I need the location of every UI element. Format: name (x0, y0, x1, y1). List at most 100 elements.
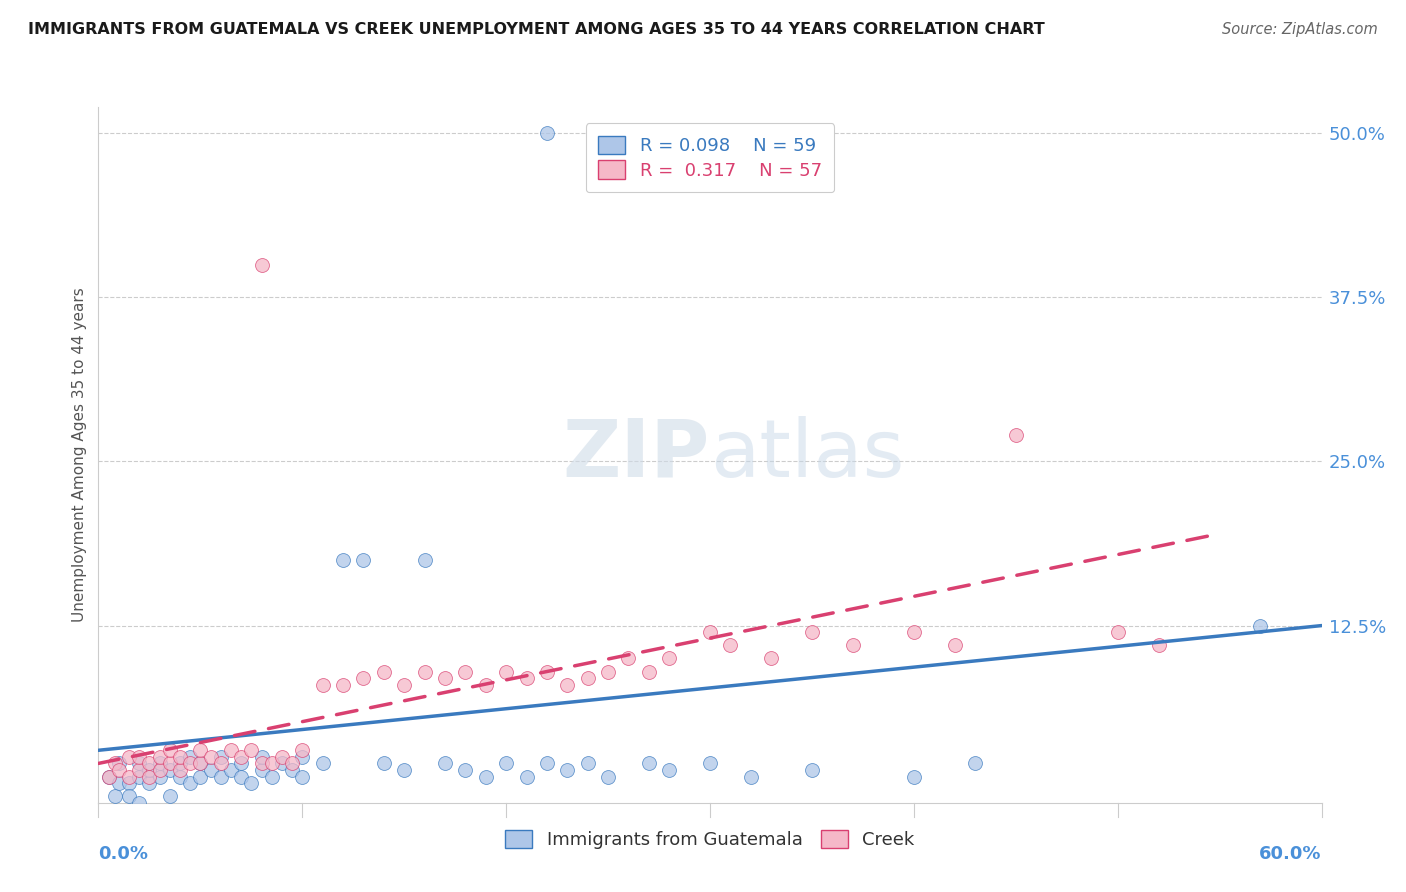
Point (291, 743, 314, 757)
Point (128, 763, 150, 777)
Point (149, 763, 172, 777)
Point (138, 776, 160, 790)
Point (260, 756, 283, 771)
Point (841, 638, 863, 652)
Point (801, 763, 824, 777)
Point (576, 671, 599, 685)
Point (149, 756, 172, 771)
Point (188, 756, 212, 771)
Point (188, 743, 212, 757)
Text: atlas: atlas (710, 416, 904, 494)
Point (903, 770, 925, 784)
Point (169, 749, 191, 764)
Point (138, 756, 160, 771)
Point (598, 770, 620, 784)
Point (118, 770, 141, 784)
Point (128, 796, 150, 810)
Point (557, 678, 579, 692)
Point (474, 678, 498, 692)
Point (536, 126, 558, 140)
Point (250, 763, 273, 777)
Point (209, 749, 232, 764)
Point (159, 763, 181, 777)
Point (658, 763, 681, 777)
Point (495, 665, 517, 679)
Point (138, 770, 160, 784)
Point (128, 756, 150, 771)
Point (240, 776, 263, 790)
Point (536, 756, 558, 771)
Point (250, 258, 273, 272)
Point (943, 638, 966, 652)
Point (97, 770, 120, 784)
Point (219, 763, 242, 777)
Point (104, 756, 127, 771)
Point (1249, 618, 1271, 632)
Point (149, 770, 172, 784)
Point (108, 756, 131, 771)
Point (392, 763, 416, 777)
Point (576, 756, 599, 771)
Point (291, 749, 314, 764)
Point (128, 749, 150, 764)
Point (598, 665, 620, 679)
Point (179, 776, 201, 790)
Point (332, 553, 354, 567)
Point (281, 756, 304, 771)
Point (209, 770, 232, 784)
Point (495, 756, 517, 771)
Point (1147, 638, 1170, 652)
Point (1004, 428, 1026, 442)
Point (352, 671, 374, 685)
Point (740, 770, 762, 784)
Point (557, 763, 579, 777)
Point (638, 665, 661, 679)
Point (250, 749, 273, 764)
Y-axis label: Unemployment Among Ages 35 to 44 years: Unemployment Among Ages 35 to 44 years (72, 287, 87, 623)
Point (108, 776, 131, 790)
Point (159, 756, 181, 771)
Point (138, 763, 160, 777)
Point (169, 756, 191, 771)
Point (188, 756, 212, 771)
Point (373, 756, 395, 771)
Point (474, 770, 498, 784)
Point (149, 749, 172, 764)
Point (231, 749, 253, 764)
Point (373, 665, 395, 679)
Point (413, 665, 436, 679)
Text: IMMIGRANTS FROM GUATEMALA VS CREEK UNEMPLOYMENT AMONG AGES 35 TO 44 YEARS CORREL: IMMIGRANTS FROM GUATEMALA VS CREEK UNEMP… (28, 22, 1045, 37)
Point (200, 749, 222, 764)
Point (617, 651, 640, 665)
Point (118, 789, 141, 804)
Point (638, 756, 661, 771)
Point (332, 678, 354, 692)
Point (97, 770, 120, 784)
Point (219, 743, 242, 757)
Point (454, 665, 477, 679)
Point (761, 651, 783, 665)
Point (392, 678, 416, 692)
Point (270, 749, 294, 764)
Point (699, 756, 721, 771)
Point (159, 743, 181, 757)
Point (1107, 625, 1129, 640)
Point (179, 756, 201, 771)
Point (260, 770, 283, 784)
Point (118, 749, 141, 764)
Point (454, 763, 477, 777)
Point (179, 749, 201, 764)
Point (965, 756, 987, 771)
Point (209, 756, 232, 771)
Point (352, 553, 374, 567)
Point (801, 625, 824, 640)
Point (250, 756, 273, 771)
Point (169, 763, 191, 777)
Point (434, 671, 457, 685)
Legend: Immigrants from Guatemala, Creek: Immigrants from Guatemala, Creek (498, 822, 922, 856)
Point (312, 678, 335, 692)
Point (270, 756, 294, 771)
Point (159, 789, 181, 804)
Text: 60.0%: 60.0% (1260, 845, 1322, 863)
Point (200, 763, 222, 777)
